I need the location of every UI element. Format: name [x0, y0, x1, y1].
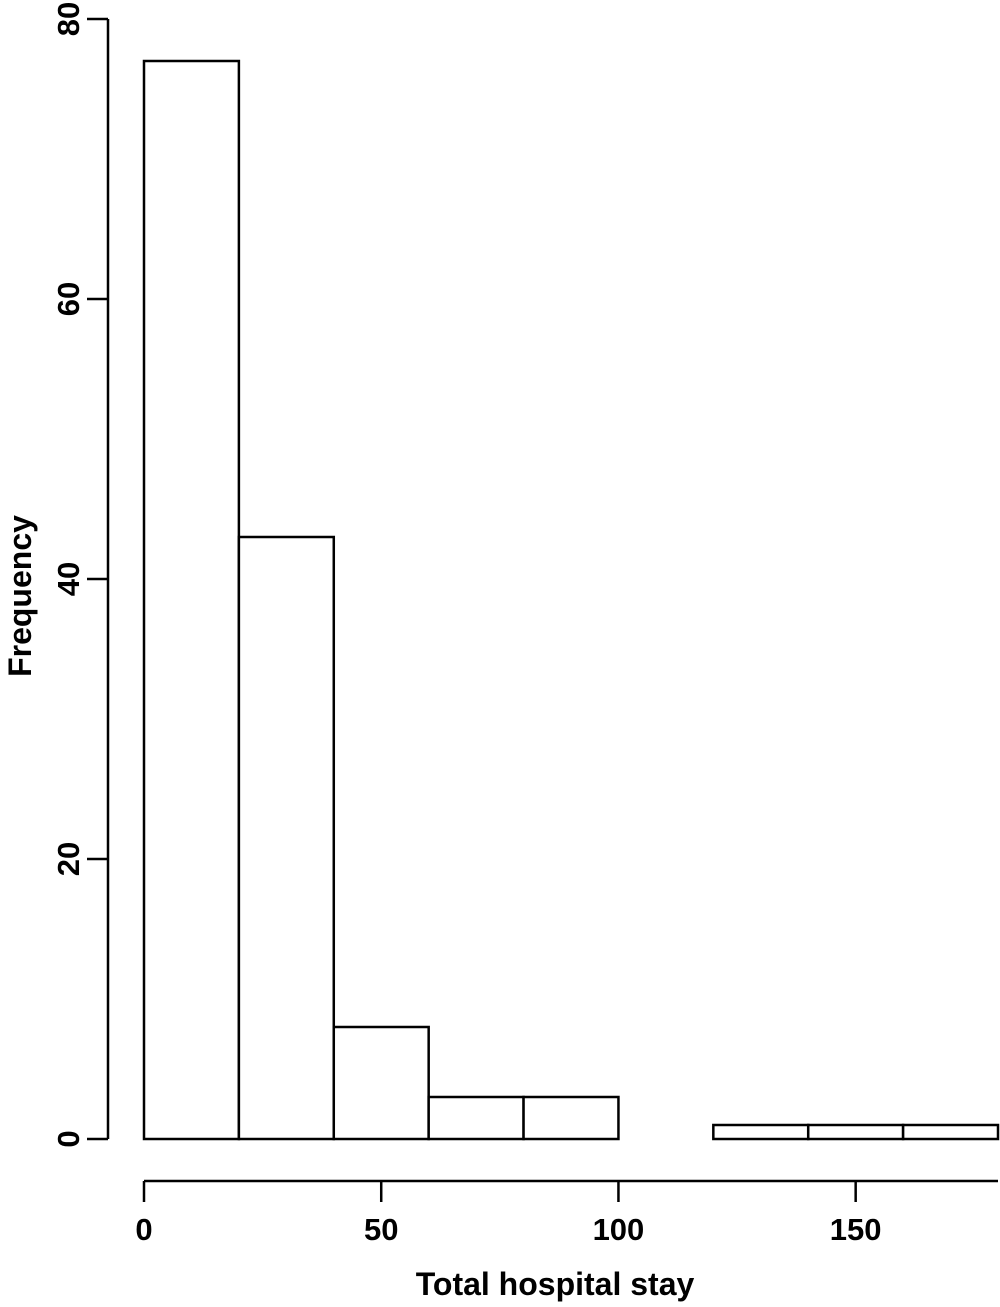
y-tick-label: 40	[51, 562, 86, 596]
x-axis-title: Total hospital stay	[416, 1266, 695, 1302]
x-tick-label: 50	[364, 1212, 398, 1247]
histogram-bar-6	[712, 1123, 810, 1141]
x-tick-label: 150	[830, 1212, 882, 1247]
y-tick-label: 80	[51, 2, 86, 36]
histogram-bar-8	[901, 1123, 1000, 1141]
y-tick-label: 60	[51, 282, 86, 316]
histogram-bar-2	[332, 1025, 430, 1141]
histogram-bar-1	[237, 535, 336, 1141]
y-tick-label: 0	[51, 1130, 86, 1147]
histogram-bar-4	[522, 1095, 620, 1141]
histogram-bars	[142, 59, 1000, 1141]
histogram-bar-0	[142, 59, 241, 1141]
histogram-bar-7	[806, 1123, 905, 1141]
x-tick-label: 100	[593, 1212, 645, 1247]
histogram-bar-3	[427, 1095, 525, 1141]
y-axis-title: Frequency	[2, 515, 38, 677]
x-tick-label: 0	[135, 1212, 152, 1247]
x-axis: 0 50 100 150	[135, 1179, 998, 1247]
y-tick-label: 20	[51, 842, 86, 876]
y-axis: 0 20 40 60 80	[51, 2, 110, 1148]
